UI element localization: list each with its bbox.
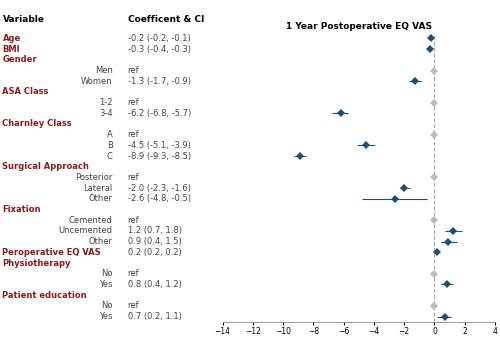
Text: B: B: [106, 141, 112, 150]
Text: Uncemented: Uncemented: [58, 227, 112, 236]
Text: -2.6 (-4.8, -0.5): -2.6 (-4.8, -0.5): [128, 195, 190, 203]
Text: ref: ref: [128, 66, 139, 75]
Text: ASA Class: ASA Class: [2, 87, 49, 96]
Text: -6.2 (-6.8, -5.7): -6.2 (-6.8, -5.7): [128, 109, 191, 118]
Title: 1 Year Postoperative EQ VAS: 1 Year Postoperative EQ VAS: [286, 22, 432, 31]
Text: -8.9 (-9.3, -8.5): -8.9 (-9.3, -8.5): [128, 152, 190, 160]
Text: Fixation: Fixation: [2, 205, 41, 214]
Text: ref: ref: [128, 216, 139, 225]
Text: A: A: [107, 130, 112, 139]
Text: ref: ref: [128, 301, 139, 310]
Text: Patient education: Patient education: [2, 291, 87, 300]
Text: Men: Men: [94, 66, 112, 75]
Text: 0.8 (0.4, 1.2): 0.8 (0.4, 1.2): [128, 280, 182, 289]
Text: Cemented: Cemented: [69, 216, 112, 225]
Text: ref: ref: [128, 173, 139, 182]
Text: Age: Age: [2, 34, 21, 43]
Text: 3-4: 3-4: [99, 109, 112, 118]
Text: 1-2: 1-2: [99, 98, 112, 107]
Text: -0.3 (-0.4, -0.3): -0.3 (-0.4, -0.3): [128, 45, 190, 54]
Text: 1.2 (0.7, 1.8): 1.2 (0.7, 1.8): [128, 227, 182, 236]
Text: ref: ref: [128, 98, 139, 107]
Text: -2.0 (-2.3, -1.6): -2.0 (-2.3, -1.6): [128, 184, 190, 193]
Text: No: No: [101, 301, 112, 310]
Text: -0.2 (-0.2, -0.1): -0.2 (-0.2, -0.1): [128, 34, 190, 43]
Text: Coefficent & CI: Coefficent & CI: [128, 15, 204, 24]
Text: 0.2 (0.2, 0.2): 0.2 (0.2, 0.2): [128, 248, 181, 257]
Text: ref: ref: [128, 130, 139, 139]
Text: Yes: Yes: [99, 280, 112, 289]
Text: Lateral: Lateral: [83, 184, 112, 193]
Text: Gender: Gender: [2, 55, 37, 64]
Text: Other: Other: [88, 237, 112, 246]
Text: Charnley Class: Charnley Class: [2, 119, 72, 128]
Text: No: No: [101, 269, 112, 278]
Text: Posterior: Posterior: [75, 173, 112, 182]
Text: Yes: Yes: [99, 312, 112, 321]
Text: Variable: Variable: [2, 15, 44, 24]
Text: Peroperative EQ VAS: Peroperative EQ VAS: [2, 248, 101, 257]
Text: Women: Women: [81, 77, 112, 86]
Text: -4.5 (-5.1, -3.9): -4.5 (-5.1, -3.9): [128, 141, 190, 150]
Text: Other: Other: [88, 195, 112, 203]
Text: C: C: [106, 152, 112, 160]
Text: BMI: BMI: [2, 45, 20, 54]
Text: ref: ref: [128, 269, 139, 278]
Text: 0.9 (0.4, 1.5): 0.9 (0.4, 1.5): [128, 237, 181, 246]
Text: -1.3 (-1.7, -0.9): -1.3 (-1.7, -0.9): [128, 77, 190, 86]
Text: Physiotherapy: Physiotherapy: [2, 259, 71, 268]
Text: Surgical Approach: Surgical Approach: [2, 162, 90, 171]
Text: 0.7 (0.2, 1.1): 0.7 (0.2, 1.1): [128, 312, 182, 321]
